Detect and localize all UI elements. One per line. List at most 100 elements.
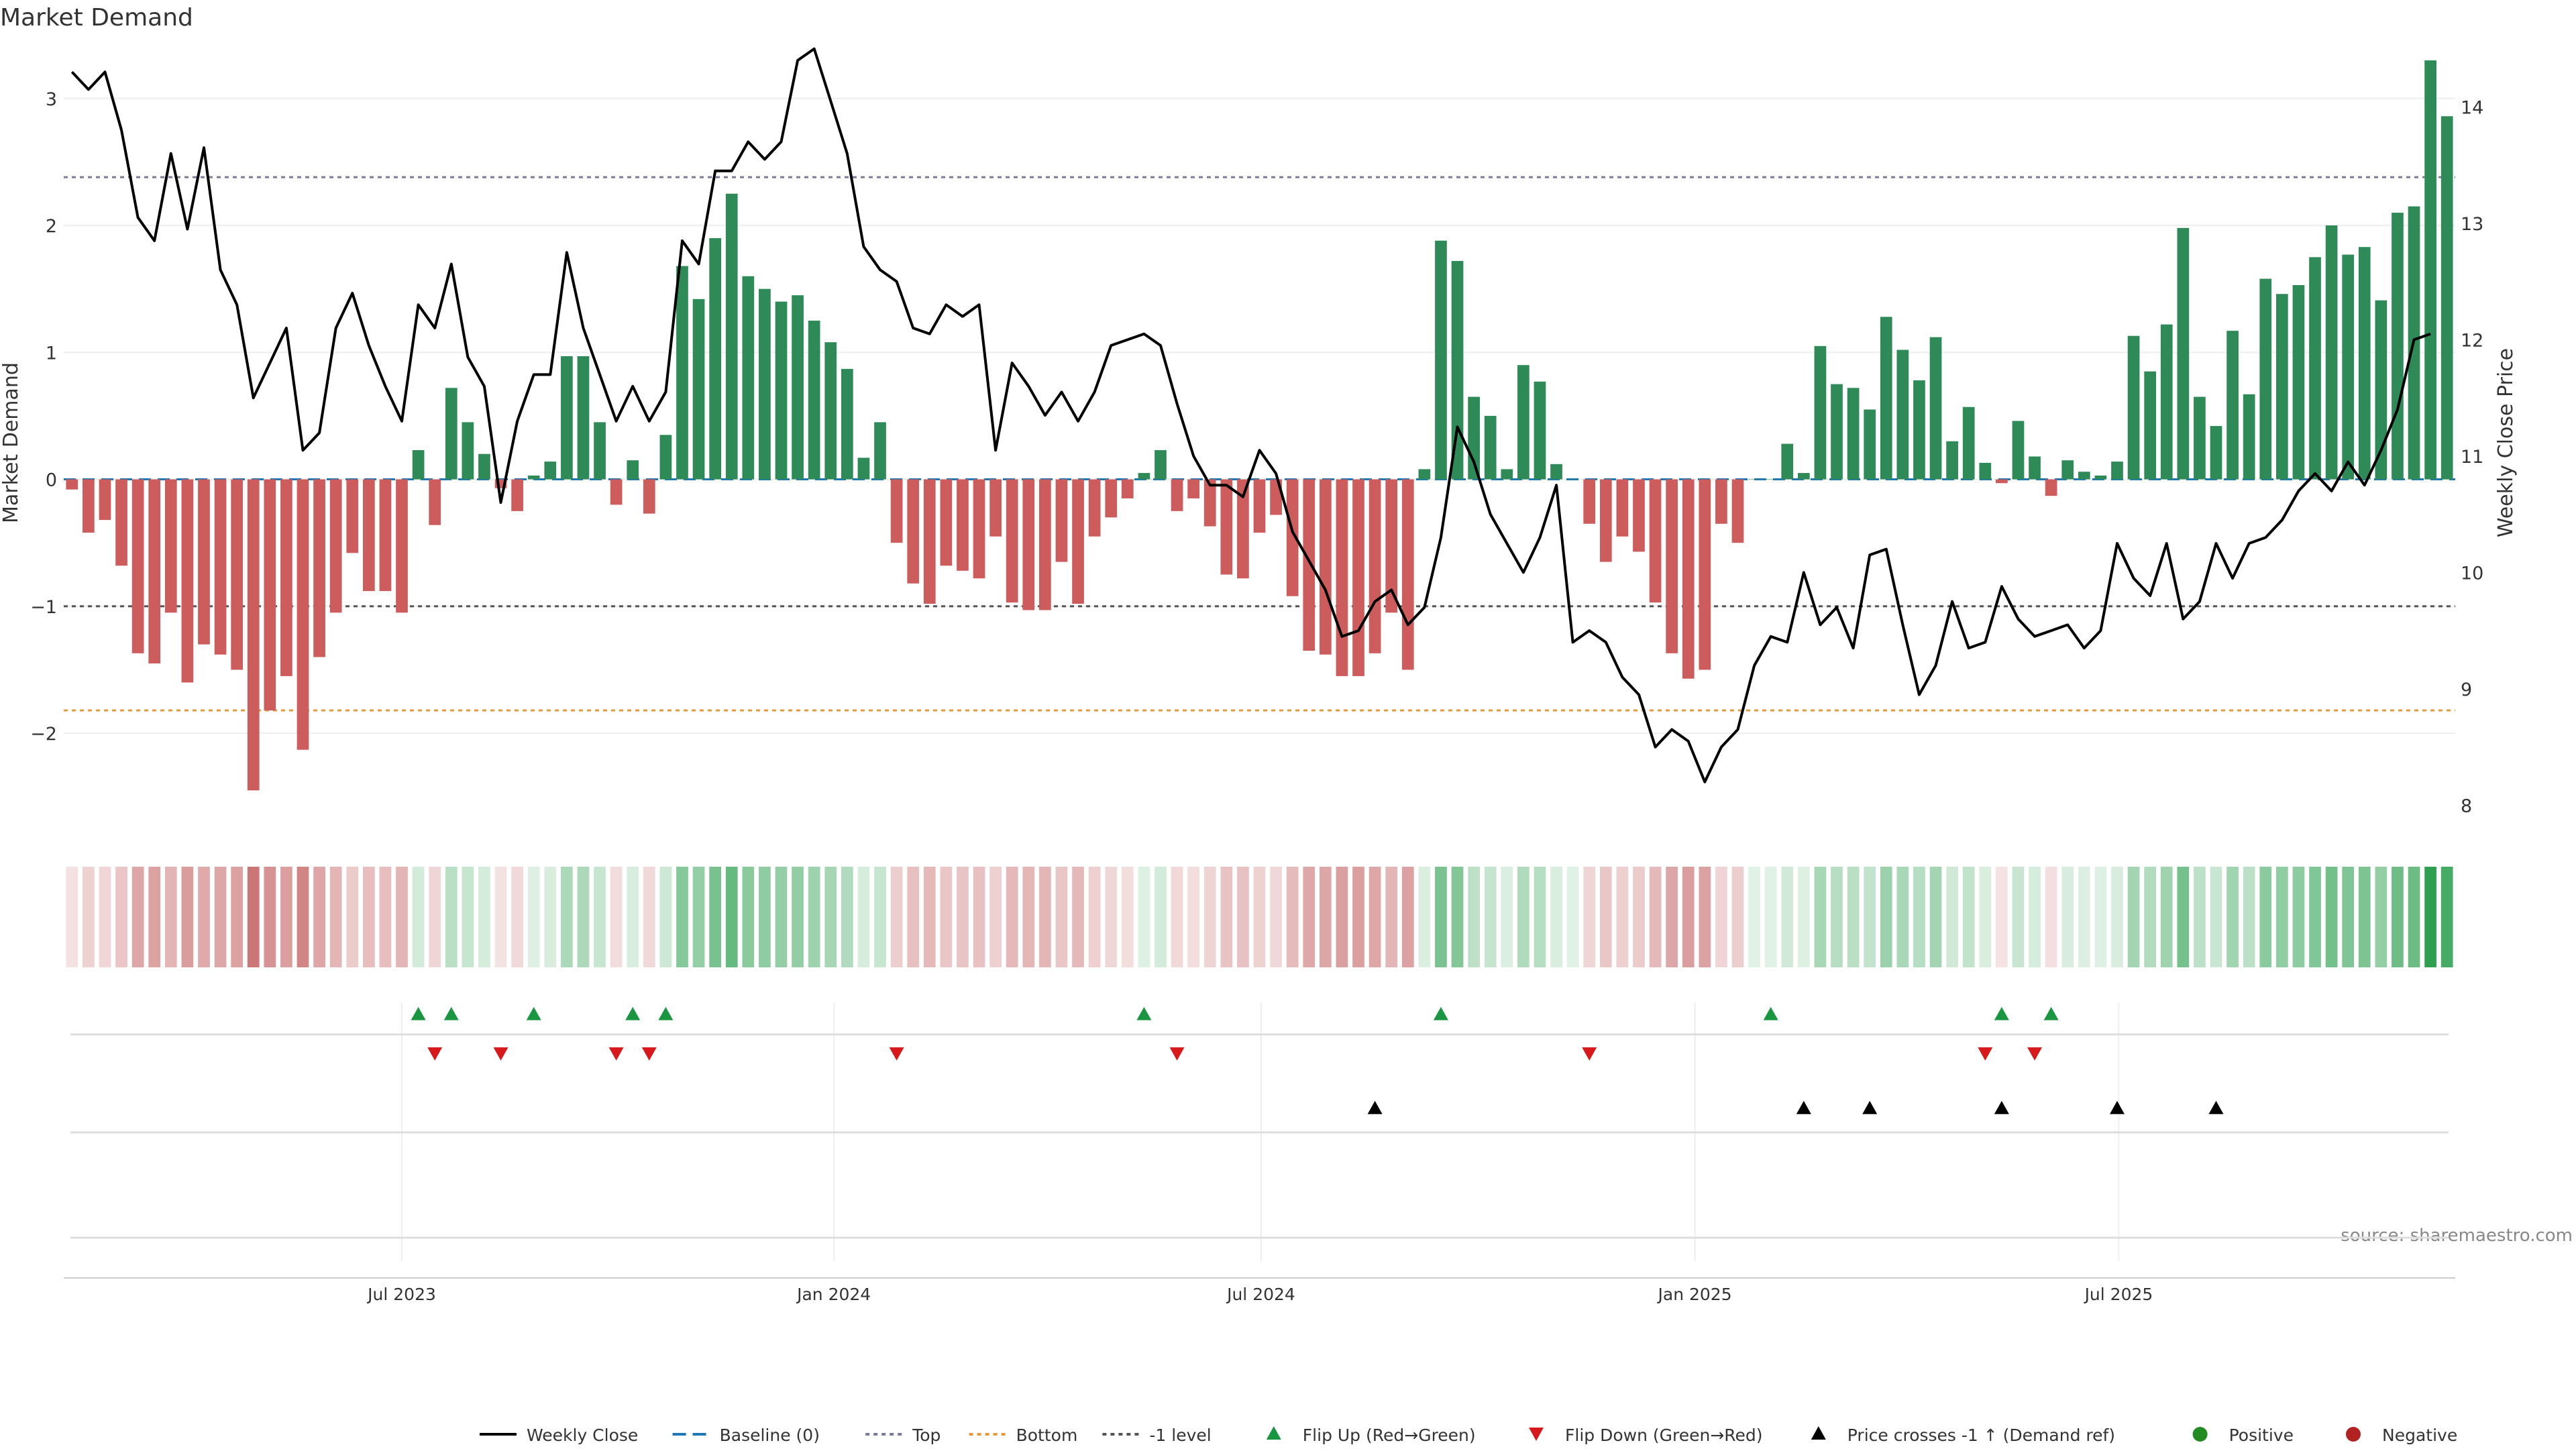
demand-bar-positive <box>577 356 590 480</box>
heat-cell <box>247 867 260 967</box>
demand-bar-negative <box>957 479 969 571</box>
demand-bar-positive <box>527 475 540 480</box>
heat-cell <box>2408 867 2420 967</box>
heat-cell <box>1616 867 1629 967</box>
demand-bar-negative <box>1715 479 1727 524</box>
flip-down-marker <box>1582 1047 1597 1061</box>
heat-cell <box>115 867 127 967</box>
chart-title: Market Demand <box>0 4 193 32</box>
demand-bar-negative <box>1006 479 1018 603</box>
heat-cell <box>940 867 953 967</box>
demand-bar-positive <box>2292 284 2305 480</box>
heat-cell <box>2375 867 2387 967</box>
y2-tick-label: 11 <box>2461 447 2483 468</box>
heat-cell <box>1468 867 1480 967</box>
flip-down-marker <box>1169 1047 1185 1061</box>
demand-bar-negative <box>1385 479 1398 613</box>
demand-bar-negative <box>1583 479 1596 524</box>
heat-cell <box>1401 867 1414 967</box>
demand-bar-negative <box>379 479 392 592</box>
event-markers <box>411 1007 2224 1114</box>
demand-bar-positive <box>1435 240 1447 480</box>
demand-bar-positive <box>775 301 788 480</box>
demand-bar-negative <box>940 479 953 566</box>
demand-bar-negative <box>1731 479 1744 543</box>
demand-bar-positive <box>659 435 672 480</box>
demand-bar-negative <box>1319 479 1332 655</box>
heat-cell <box>1303 867 1316 967</box>
y2-tick-label: 13 <box>2461 214 2483 235</box>
flip-up-marker <box>625 1007 641 1020</box>
demand-bar-positive <box>1138 473 1150 480</box>
demand-bar-negative <box>1187 479 1200 498</box>
demand-bar-positive <box>2144 371 2157 480</box>
demand-bar-negative <box>907 479 920 584</box>
demand-bar-negative <box>83 479 95 533</box>
heat-cell <box>1979 867 1992 967</box>
heat-cell <box>1534 867 1546 967</box>
demand-bar-positive <box>412 450 425 480</box>
heat-cell <box>280 867 292 967</box>
heat-cell <box>1286 867 1299 967</box>
demand-bar-negative <box>1401 479 1414 670</box>
demand-bar-negative <box>115 479 127 566</box>
demand-bar-positive <box>1550 464 1562 480</box>
heat-cell <box>1913 867 1925 967</box>
heat-cell <box>1187 867 1200 967</box>
demand-bar-negative <box>973 479 985 579</box>
demand-bar-positive <box>2424 60 2436 480</box>
demand-bar-positive <box>544 462 557 480</box>
demand-bar-negative <box>148 479 161 663</box>
y2-tick-label: 12 <box>2461 330 2483 351</box>
x-tick-label: Jul 2024 <box>1226 1285 1295 1304</box>
source-note: source: sharemaestro.com <box>2341 1226 2573 1246</box>
heat-cell <box>1171 867 1183 967</box>
flip-up-marker <box>658 1007 674 1020</box>
y2-tick-label: 10 <box>2461 563 2483 584</box>
flip-down-marker <box>2027 1047 2043 1061</box>
demand-bar-positive <box>857 458 870 480</box>
demand-bar-positive <box>1534 381 1546 480</box>
price-line <box>70 47 2431 784</box>
heat-cell <box>725 867 738 967</box>
demand-bar-negative <box>643 479 655 514</box>
heat-cell <box>99 867 111 967</box>
heat-cell <box>890 867 903 967</box>
heat-cell <box>313 867 325 967</box>
flip-down-marker <box>641 1047 657 1061</box>
demand-bar-positive <box>2078 472 2090 480</box>
heat-cell <box>824 867 837 967</box>
heat-cell <box>1731 867 1744 967</box>
heat-cell <box>2392 867 2404 967</box>
heat-cell <box>1072 867 1084 967</box>
demand-bar-positive <box>2177 227 2190 480</box>
heat-cell <box>1599 867 1612 967</box>
heat-cell <box>1121 867 1134 967</box>
demand-bar-negative <box>1649 479 1662 603</box>
demand-bar-positive <box>1896 350 1909 480</box>
demand-bar-positive <box>1155 450 1167 480</box>
heat-cell <box>742 867 755 967</box>
demand-bar-negative <box>1121 479 1134 498</box>
heat-cell <box>462 867 474 967</box>
heat-cell <box>231 867 244 967</box>
heat-cell <box>659 867 672 967</box>
heat-cell <box>1864 867 1876 967</box>
demand-bar-positive <box>2309 257 2321 480</box>
demand-bar-negative <box>396 479 408 613</box>
legend-label: Positive <box>2229 1426 2294 1445</box>
heat-cell <box>1715 867 1727 967</box>
demand-bar-negative <box>1996 479 2008 484</box>
demand-bar-positive <box>709 237 722 480</box>
heat-cell <box>2045 867 2057 967</box>
heat-cell <box>1814 867 1827 967</box>
flip-down-marker <box>493 1047 508 1061</box>
heat-cell <box>2177 867 2190 967</box>
demand-bar-positive <box>692 299 705 480</box>
demand-heat-strip <box>66 867 2453 967</box>
legend-swatch-positive <box>2192 1427 2208 1442</box>
heat-cell <box>2226 867 2239 967</box>
heat-cell <box>329 867 342 967</box>
x-tick-label: Jan 2024 <box>796 1285 871 1304</box>
demand-bar-positive <box>2210 426 2222 480</box>
